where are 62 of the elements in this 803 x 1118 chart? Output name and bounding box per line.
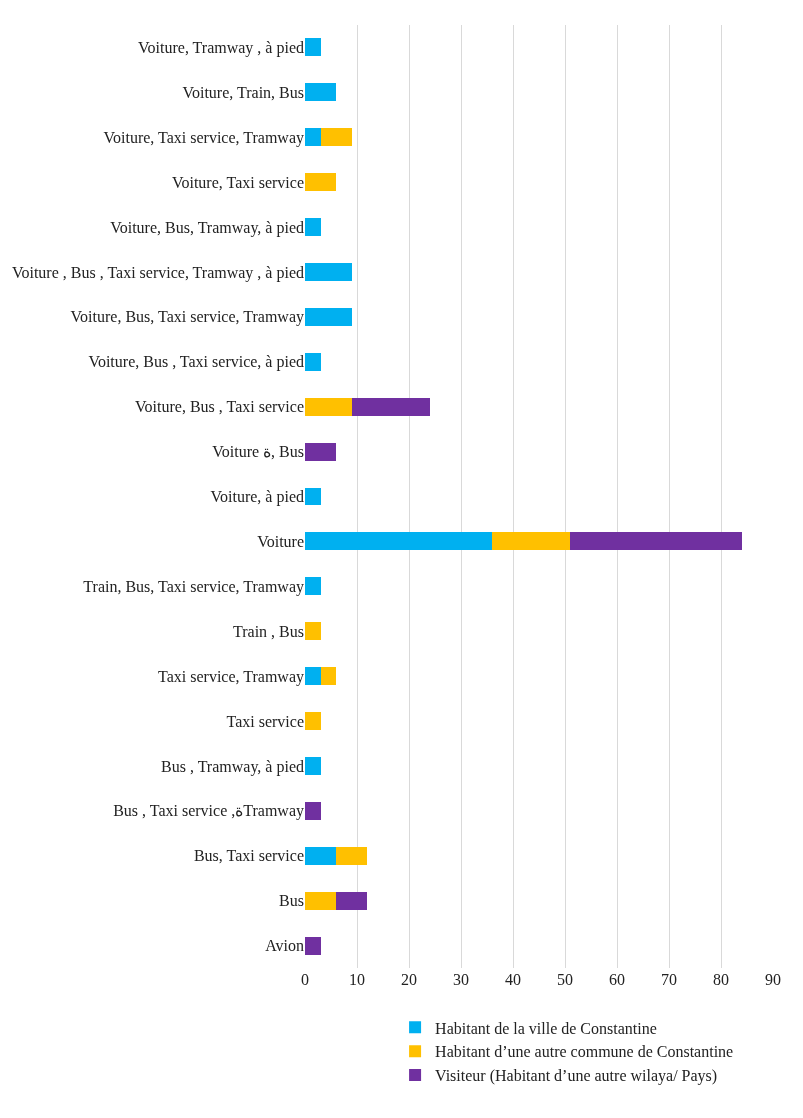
y-tick-label: Voiture, Bus, Taxi service, Tramway [70,308,304,327]
x-tick-label: 30 [453,971,469,988]
bar [336,891,368,910]
bar [305,307,352,326]
bar [305,397,352,416]
x-tick-label: 90 [765,971,781,988]
y-tick-label: Train , Bus [233,622,304,640]
x-tick-label: 60 [609,971,625,988]
bar [492,532,571,551]
bar [305,487,321,506]
x-tick-label: 10 [349,971,365,988]
bar [305,846,337,865]
bar [320,667,337,686]
y-tick-label: Voiture, à pied [210,488,304,507]
bar [305,712,321,730]
y-tick-label: Voiture, Tramway , à pied [138,39,304,58]
y-tick-label: Bus , Tramway, à pied [161,757,304,776]
bar [305,756,321,775]
bar [305,352,321,371]
legend-label: Habitant de la ville de Constantine [435,1019,657,1037]
bar [351,397,430,416]
bar [305,128,321,147]
y-tick-label: Voiture, Bus , Taxi service [135,398,304,416]
y-tick-label: Voiture [257,533,304,550]
y-tick-label: Voiture ة, Bus [212,443,304,461]
bar [305,532,493,551]
bar [305,891,337,910]
x-tick-label: 80 [713,971,729,988]
bar [320,128,352,147]
bar [305,577,321,596]
y-tick-label: Voiture, Taxi service [171,173,304,191]
bar [305,83,337,102]
y-tick-label: Voiture, Bus , Taxi service, à pied [88,353,304,372]
bar [305,173,337,192]
x-tick-label: 70 [661,971,677,988]
bar [305,38,321,57]
x-tick-label: 50 [557,971,573,988]
x-tick-label: 20 [401,971,417,988]
y-tick-label: Taxi service [226,712,304,730]
y-tick-label: Bus , Taxi service ,ةTramway [113,802,304,821]
bar [305,667,321,686]
y-tick-label: Voiture , Bus , Taxi service, Tramway , à pied [11,263,304,282]
y-tick-label: Bus [279,892,304,910]
x-tick-label: 40 [505,971,521,988]
y-tick-label: Bus, Taxi service [193,847,304,865]
y-tick-label: Voiture, Train, Bus [182,83,304,101]
bar [305,263,352,281]
x-tick-label: 0 [301,971,309,988]
bar [305,936,321,955]
bar [570,532,742,551]
bar [305,622,321,641]
bar [336,846,368,865]
bar [305,218,321,237]
y-tick-label: Taxi service, Tramway [158,667,304,686]
y-tick-label: Voiture, Taxi service, Tramway [103,128,304,147]
bar [305,442,337,461]
y-tick-label: Voiture, Bus, Tramway, à pied [110,218,304,237]
legend-label: Visiteur (Habitant d’une autre wilaya/ Pays) [435,1067,718,1086]
bar [305,801,321,820]
legend-label: Habitant d’une autre commune de Constantine [435,1043,734,1061]
y-tick-label: Train, Bus, Taxi service, Tramway [83,577,304,596]
y-tick-label: Avion [265,937,304,955]
